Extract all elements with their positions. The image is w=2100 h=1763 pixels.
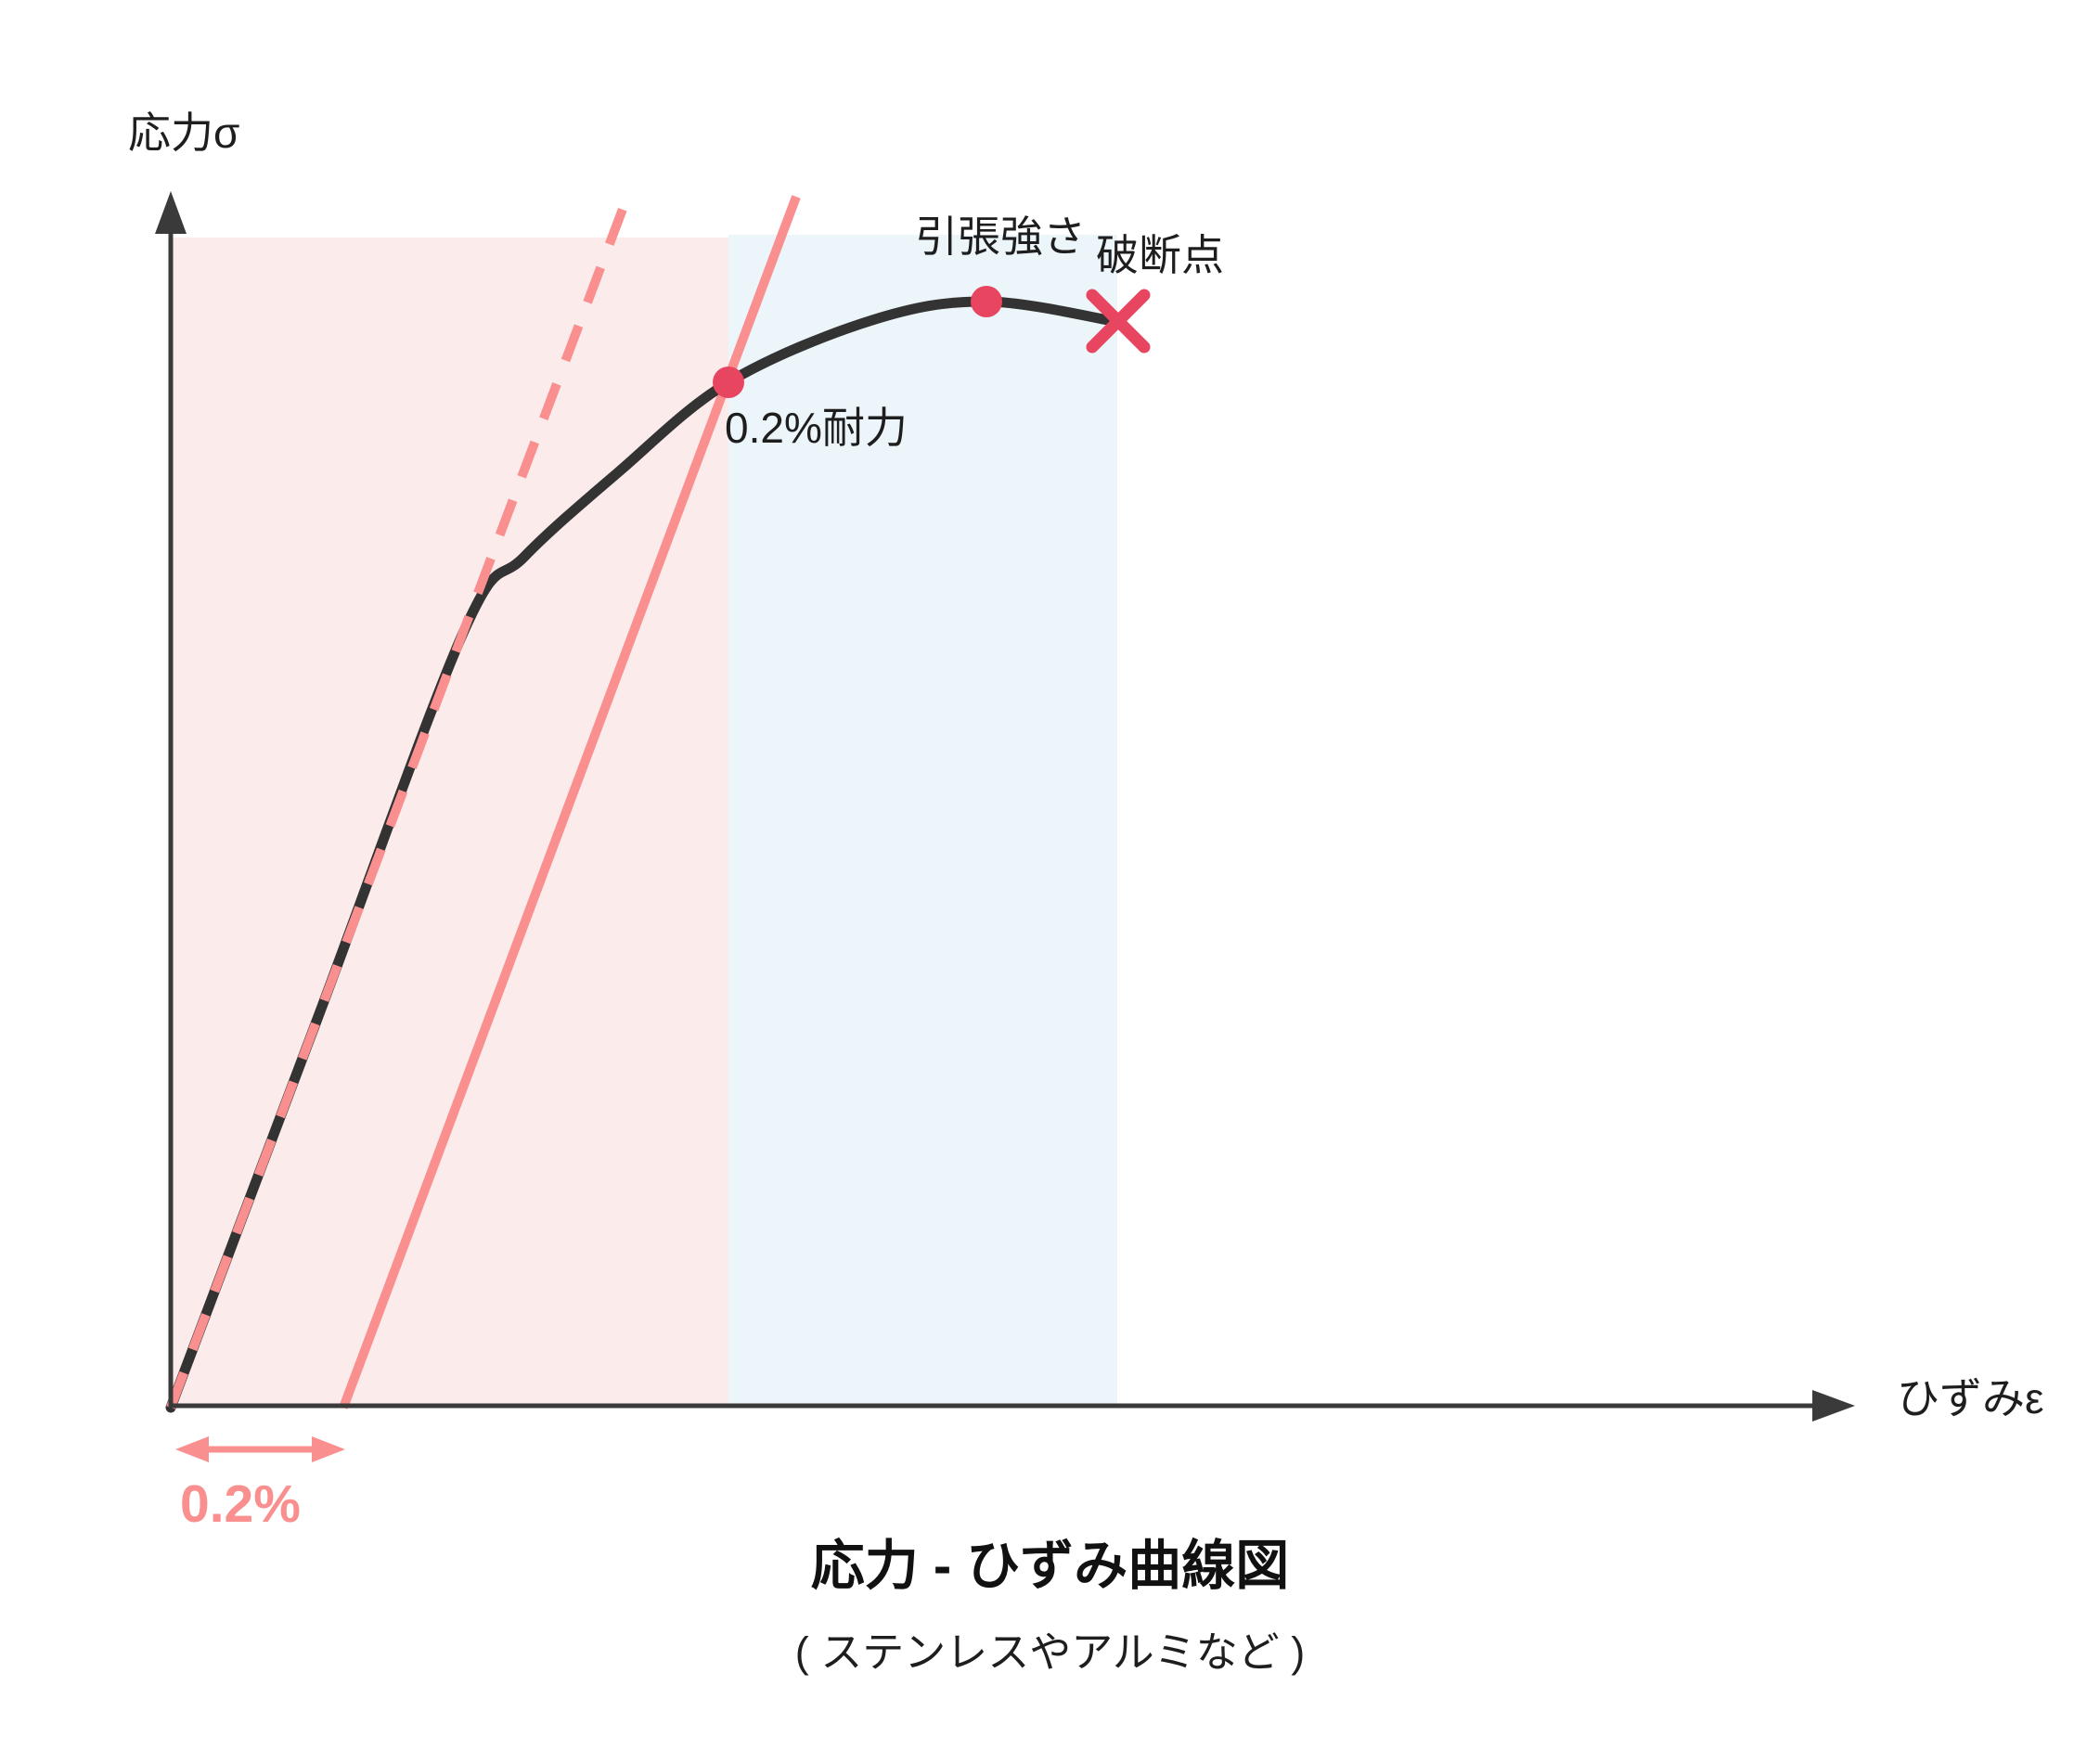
chart-subtitle: ( ステンレスやアルミなど ) — [794, 1628, 1306, 1676]
shaded-regions — [173, 235, 1117, 1404]
proof-region-pink — [173, 238, 728, 1404]
offset-percent-label: 0.2% — [180, 1474, 301, 1534]
offset-02-line — [339, 195, 801, 1409]
y-axis-arrow-icon — [155, 191, 187, 234]
break-x-mark — [1086, 289, 1151, 354]
plastic-region-blue — [728, 235, 1117, 1404]
chart-title: 応力 - ひずみ曲線図 — [810, 1536, 1290, 1596]
tensile-strength-label: 引張強さ — [915, 212, 1086, 261]
break-point-label: 破断点 — [1096, 231, 1224, 279]
stress-strain-curve — [165, 296, 1124, 1413]
y-axis-label: 応力σ — [128, 109, 240, 157]
proof-stress-dot — [713, 367, 744, 398]
offset-range-arrow-icon — [175, 1436, 345, 1462]
x-axis — [169, 1390, 1855, 1422]
curve-markers — [713, 286, 1151, 398]
tensile-strength-dot — [971, 286, 1002, 317]
x-axis-arrow-icon — [1812, 1390, 1855, 1422]
x-axis-label: ひずみε — [1897, 1374, 2044, 1422]
y-axis — [155, 191, 187, 1408]
elastic-dashed-line — [166, 195, 632, 1409]
proof-stress-label: 0.2%耐力 — [725, 404, 908, 452]
